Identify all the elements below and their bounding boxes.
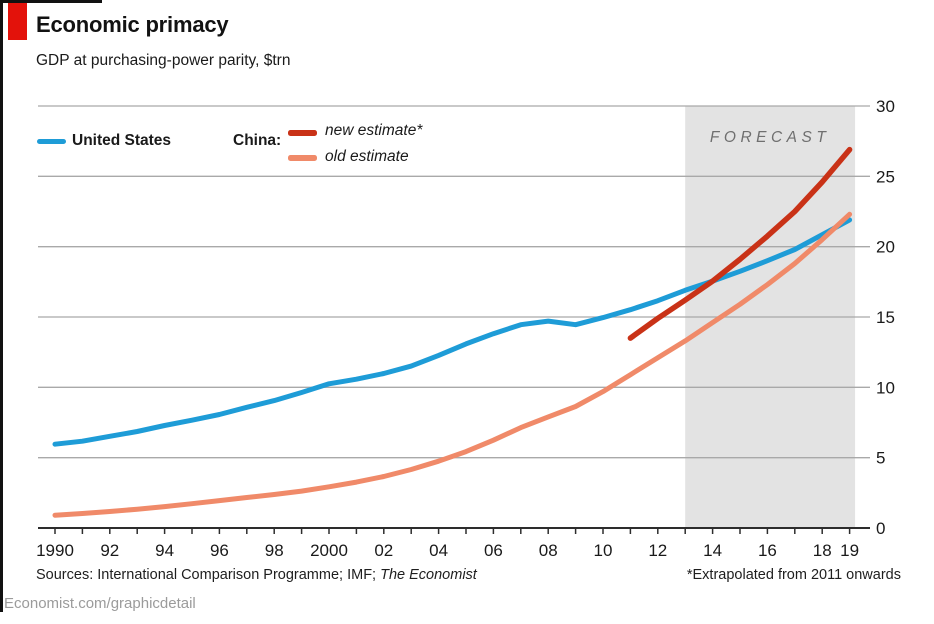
x-tick-label-2016: 16 — [758, 541, 777, 560]
y-tick-label-20: 20 — [876, 238, 895, 257]
x-tick-label-1994: 94 — [155, 541, 174, 560]
sources-text: Sources: International Comparison Progra… — [36, 567, 381, 583]
us-legend-swatch — [37, 139, 66, 144]
china-old-legend-label: old estimate — [325, 148, 409, 165]
x-tick-label-2010: 10 — [594, 541, 613, 560]
x-tick-label-2014: 14 — [703, 541, 722, 560]
y-tick-label-10: 10 — [876, 378, 895, 397]
sources-publication: The Economist — [380, 567, 477, 583]
x-tick-label-1996: 96 — [210, 541, 229, 560]
y-tick-label-15: 15 — [876, 308, 895, 327]
us-legend-label: United States — [72, 132, 172, 149]
x-tick-label-2018: 18 — [813, 541, 832, 560]
x-tick-label-2002: 02 — [374, 541, 393, 560]
site-credit: Economist.com/graphicdetail — [4, 595, 196, 612]
y-tick-label-5: 5 — [876, 449, 885, 468]
forecast-label: FORECAST — [710, 129, 830, 146]
x-tick-label-2004: 04 — [429, 541, 448, 560]
x-tick-label-1992: 92 — [100, 541, 119, 560]
sources-line: Sources: International Comparison Progra… — [36, 567, 477, 583]
china-legend-label: China: — [233, 132, 282, 149]
x-tick-label-2008: 08 — [539, 541, 558, 560]
economist-red-tab — [8, 3, 27, 40]
x-tick-label-2006: 06 — [484, 541, 503, 560]
series-line-china-new-estimate — [627, 146, 853, 341]
x-tick-label-1998: 98 — [265, 541, 284, 560]
x-tick-label-1990: 1990 — [36, 541, 74, 560]
top-border-segment — [0, 0, 102, 3]
y-tick-label-25: 25 — [876, 167, 895, 186]
x-tick-label-2000: 2000 — [310, 541, 348, 560]
left-border — [0, 0, 3, 612]
series-line-china-old-estimate — [52, 211, 853, 518]
x-tick-label-2012: 12 — [648, 541, 667, 560]
china-old-legend-swatch — [288, 155, 317, 161]
china-new-legend-swatch — [288, 130, 317, 136]
x-tick-label-2019: 19 — [840, 541, 859, 560]
china-new-legend-label: new estimate* — [325, 122, 423, 139]
chart-subtitle: GDP at purchasing-power parity, $trn — [36, 52, 291, 69]
y-tick-label-0: 0 — [876, 519, 885, 538]
extrapolation-footnote: *Extrapolated from 2011 onwards — [686, 567, 901, 583]
y-tick-label-30: 30 — [876, 97, 895, 116]
page-title: Economic primacy — [36, 12, 229, 37]
